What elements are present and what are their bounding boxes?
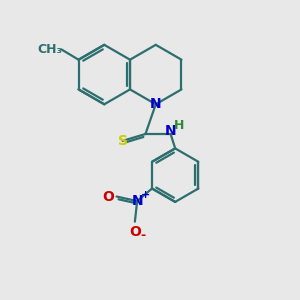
Text: -: - <box>140 229 146 242</box>
Text: N: N <box>131 194 143 208</box>
Text: S: S <box>118 134 128 148</box>
Text: N: N <box>165 124 176 138</box>
Text: CH₃: CH₃ <box>38 43 62 56</box>
Text: +: + <box>140 190 150 200</box>
Text: H: H <box>173 119 184 133</box>
Text: N: N <box>150 97 162 111</box>
Text: O: O <box>129 225 141 239</box>
Text: O: O <box>103 190 115 203</box>
